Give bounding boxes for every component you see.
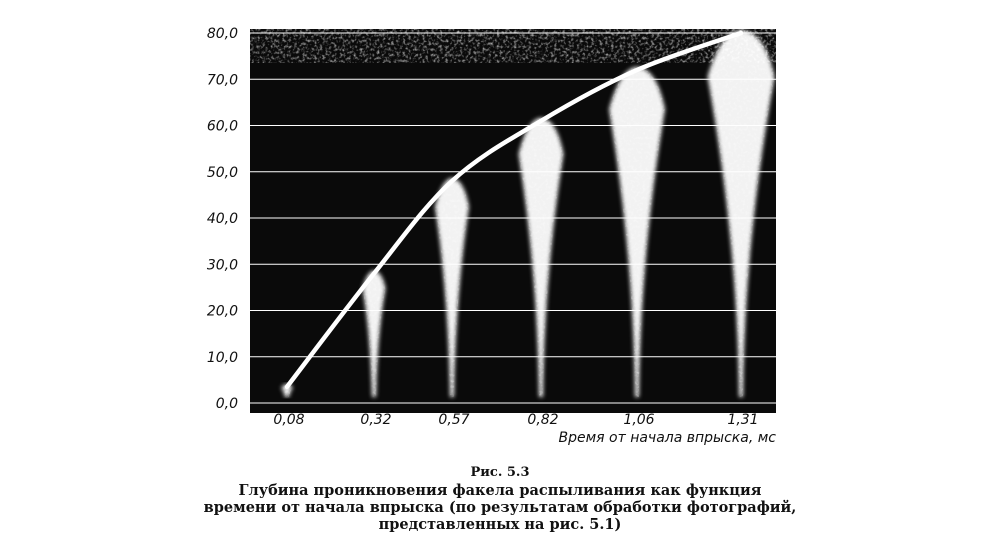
x-tick-label: 1,06 xyxy=(623,412,654,428)
y-tick-label: 0,0 xyxy=(216,396,238,412)
spray-plume xyxy=(435,178,469,397)
spray-plume xyxy=(281,383,293,397)
x-tick-label: 0,08 xyxy=(273,412,304,428)
y-tick-label: 10,0 xyxy=(207,350,238,366)
x-axis-title: Время от начала впрыска, мс xyxy=(558,430,776,446)
plot-area xyxy=(250,29,776,413)
x-tick-label: 0,32 xyxy=(360,412,391,428)
x-tick-label: 0,57 xyxy=(438,412,469,428)
x-axis-ticks: 0,08 0,32 0,57 0,82 1,06 1,31 xyxy=(273,412,758,428)
y-tick-label: 40,0 xyxy=(207,211,238,227)
plot-background xyxy=(250,29,776,413)
y-tick-label: 60,0 xyxy=(207,119,238,135)
caption-number: Рис. 5.3 xyxy=(470,465,530,480)
caption-line-2: времени от начала впрыска (по результата… xyxy=(203,499,797,516)
y-tick-label: 20,0 xyxy=(207,304,238,320)
spray-plume xyxy=(362,270,386,397)
photo-noise-top xyxy=(250,29,776,63)
gridlines xyxy=(250,32,776,404)
caption-line-3: представленных на рис. 5.1) xyxy=(378,516,622,533)
y-tick-label: 30,0 xyxy=(207,257,238,273)
spray-plume xyxy=(518,117,564,397)
penetration-curve xyxy=(284,30,744,390)
spray-photographs xyxy=(281,30,775,397)
y-tick-label: 50,0 xyxy=(207,165,238,181)
caption-line-1: Глубина проникновения факела распыливани… xyxy=(238,482,762,499)
spray-plume xyxy=(609,67,665,397)
y-tick-label: 80,0 xyxy=(207,26,238,42)
y-axis-ticks: 0,0 10,0 20,0 30,0 40,0 50,0 60,0 70,0 80,0 xyxy=(207,26,238,412)
penetration-curve-layer xyxy=(284,30,744,390)
spray-plume xyxy=(707,30,775,397)
x-tick-label: 0,82 xyxy=(527,412,558,428)
y-tick-label: 70,0 xyxy=(207,72,238,88)
x-tick-label: 1,31 xyxy=(727,412,758,428)
figure-caption: Рис. 5.3 Глубина проникновения факела ра… xyxy=(0,464,1000,533)
